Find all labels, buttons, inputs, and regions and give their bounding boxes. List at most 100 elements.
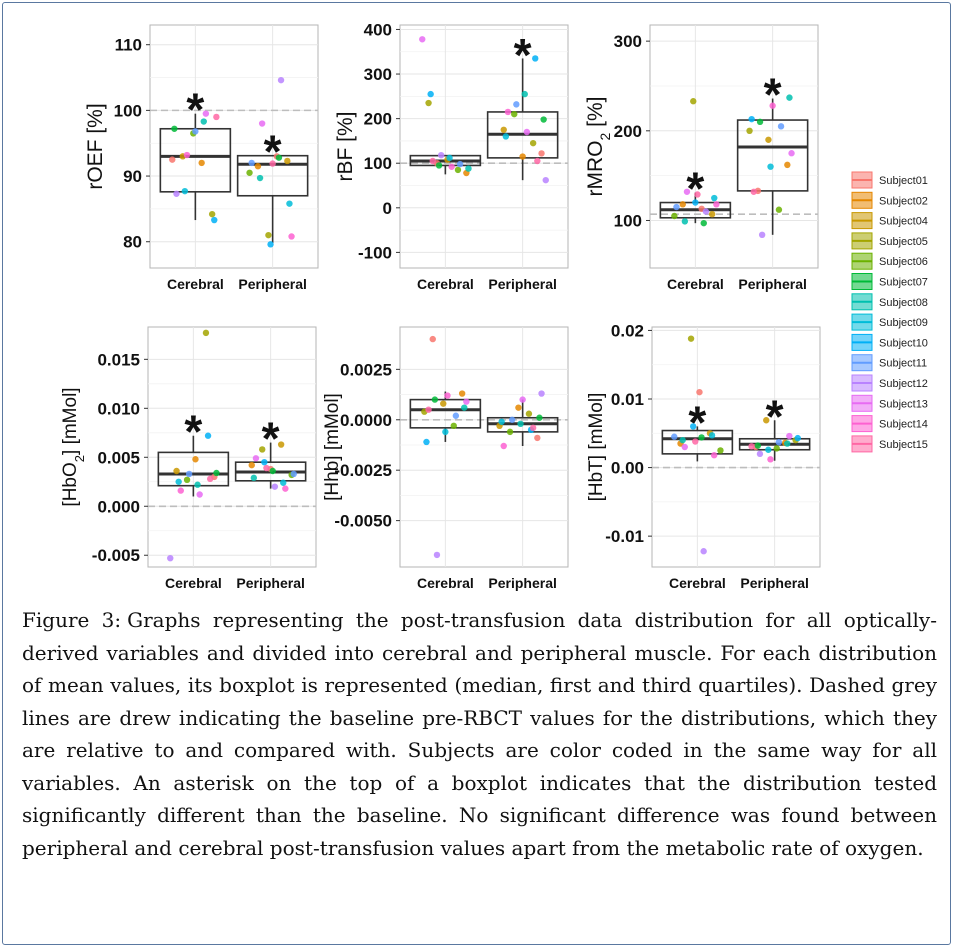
significance-asterisk: * (514, 29, 532, 81)
data-point (698, 434, 705, 441)
y-axis-label: [Hhb] [mMol] (322, 393, 343, 501)
data-point (442, 428, 449, 436)
data-point (748, 115, 755, 123)
data-point (437, 151, 445, 159)
legend-label: Subject15 (879, 439, 928, 451)
data-point (687, 335, 695, 342)
data-point (173, 190, 180, 197)
y-tick-label: 0.005 (97, 448, 140, 467)
significance-asterisk: * (766, 390, 784, 442)
data-point (763, 417, 770, 424)
data-point (250, 474, 258, 482)
data-point (673, 203, 680, 211)
data-point (261, 458, 268, 466)
y-tick-label: 100 (614, 211, 642, 230)
data-point (696, 388, 703, 396)
data-point (511, 110, 518, 118)
data-point (286, 200, 293, 207)
data-point (185, 470, 193, 478)
data-point (540, 116, 547, 123)
data-point (767, 456, 774, 463)
data-point (671, 212, 678, 220)
data-point (700, 219, 707, 227)
legend-label: Subject11 (879, 358, 927, 370)
data-point (465, 165, 472, 172)
y-tick-label: 0.0000 (340, 411, 392, 430)
legend: Subject01 Subject02 Subject04 Subject05 Subj… (851, 171, 928, 453)
data-point (756, 118, 764, 126)
data-point (519, 396, 526, 403)
legend-label: Subject04 (879, 216, 928, 228)
data-point (173, 467, 180, 475)
data-point (192, 128, 199, 135)
x-tick-label: Cerebral (417, 575, 474, 591)
data-point (183, 151, 191, 159)
data-point (521, 90, 528, 98)
caption-label: Figure 3: (22, 608, 122, 632)
legend-label: Subject07 (879, 277, 928, 289)
data-point (208, 210, 216, 218)
y-tick-label: 0 (383, 199, 392, 218)
y-tick-label: 0.01 (611, 390, 644, 409)
x-tick-label: Peripheral (238, 276, 306, 292)
data-point (767, 163, 774, 170)
x-tick-label: Cerebral (165, 575, 222, 591)
legend-label: Subject02 (879, 195, 928, 207)
legend-item: Subject06 (851, 252, 928, 270)
data-point (284, 157, 291, 165)
x-tick-label: Cerebral (669, 575, 726, 591)
data-point (700, 548, 707, 555)
data-point (529, 139, 537, 147)
data-point (259, 446, 266, 453)
y-tick-label: 0.00 (611, 459, 644, 478)
panel-rbf: -100 0 100 200 300 400 * Cerebral Peripheral rBF … (334, 20, 569, 292)
data-point (277, 76, 285, 84)
data-point (206, 475, 214, 483)
significance-asterisk: * (186, 84, 204, 136)
box-plot-grid: 80 90 100 110 * * Cerebral Peripheral rOEF [%] -1… (60, 20, 928, 591)
data-point (456, 160, 464, 168)
data-point (181, 187, 189, 195)
data-point (252, 455, 260, 462)
panel-hbo2: -0.005 0.000 0.005 0.010 0.015 * * Cerebral Peri… (60, 326, 317, 591)
data-point (454, 166, 462, 174)
y-axis-label-main: rMRO (584, 140, 607, 196)
data-point (756, 450, 764, 458)
x-tick-label: Cerebral (167, 276, 224, 292)
data-point (282, 485, 289, 492)
data-point (277, 441, 285, 448)
data-point (196, 491, 203, 498)
panel-border (399, 326, 569, 568)
data-point (542, 176, 549, 184)
legend-item: Subject12 (851, 374, 928, 392)
panel-roef: 80 90 100 110 * * Cerebral Peripheral rOEF [%] (84, 24, 319, 292)
data-point (784, 161, 791, 169)
data-point (708, 432, 716, 439)
y-tick-label: 200 (614, 122, 642, 141)
x-tick-label: Peripheral (738, 276, 806, 292)
data-point (786, 94, 793, 101)
panel-hhb: -0.0050 -0.0025 0.0000 0.0025 Cerebral Periph… (322, 326, 569, 591)
data-point (448, 163, 455, 170)
data-point (758, 231, 766, 239)
data-point (773, 445, 780, 452)
x-tick-label: Peripheral (488, 575, 556, 591)
data-point (529, 424, 537, 432)
legend-item: Subject05 (851, 232, 928, 250)
data-point (506, 428, 514, 436)
data-point (713, 201, 720, 208)
data-point (431, 396, 439, 403)
data-point (463, 398, 470, 405)
data-point (248, 461, 255, 469)
box-cerebral (157, 451, 230, 487)
y-tick-label: -0.005 (92, 546, 140, 565)
data-point (500, 442, 507, 450)
y-tick-label: 90 (123, 167, 142, 186)
significance-asterisk: * (764, 69, 782, 121)
y-axis-label-main: rOEF [%] (84, 103, 107, 189)
data-point (794, 434, 801, 442)
data-point (213, 469, 220, 477)
legend-item: Subject08 (851, 293, 928, 311)
data-point (502, 133, 510, 140)
data-point (534, 434, 541, 442)
